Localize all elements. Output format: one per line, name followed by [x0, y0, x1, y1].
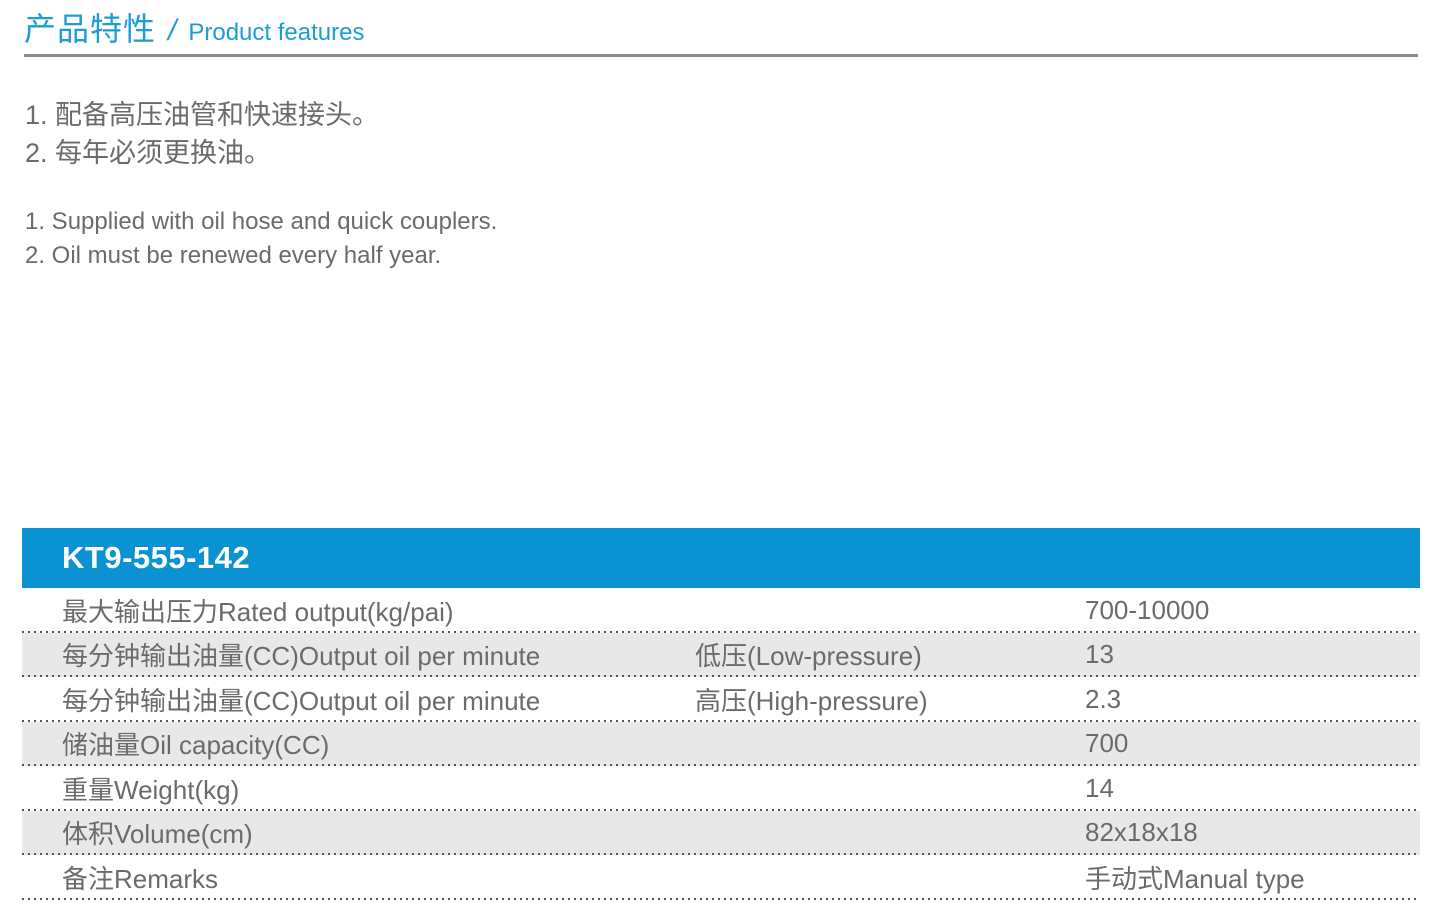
- row-value: 82x18x18: [1085, 817, 1198, 848]
- spec-table-body: 最大输出压力Rated output(kg/pai) 700-10000 每分钟输出…: [22, 588, 1420, 900]
- row-sub-label: 低压(Low-pressure): [695, 641, 922, 672]
- row-label: 每分钟输出油量(CC)Output oil per minute: [62, 685, 541, 716]
- page-title-separator: /: [168, 14, 177, 47]
- row-label: 备注Remarks: [62, 863, 219, 894]
- product-notes-english: 1. Supplied with oil hose and quick coup…: [25, 205, 497, 273]
- note-zh-1: 1. 配备高压油管和快速接头。: [25, 100, 380, 130]
- table-row: 每分钟输出油量(CC)Output oil per minute 低压(Low-p…: [22, 632, 1420, 677]
- row-label: 重量Weight(kg): [62, 774, 240, 805]
- table-row: 备注Remarks 手动式Manual type: [22, 855, 1420, 900]
- row-sub-label: 高压(High-pressure): [695, 685, 928, 716]
- note-en-2: 2. Oil must be renewed every half year.: [25, 242, 442, 269]
- note-en-1: 1. Supplied with oil hose and quick coup…: [25, 208, 498, 235]
- table-row: 储油量Oil capacity(CC) 700: [22, 721, 1420, 766]
- row-value: 700: [1085, 728, 1129, 759]
- product-notes-chinese: 1. 配备高压油管和快速接头。 2. 每年必须更换油。: [25, 96, 379, 172]
- row-label: 储油量Oil capacity(CC): [62, 730, 330, 761]
- row-value: 700-10000: [1085, 594, 1210, 625]
- row-label: 每分钟输出油量(CC)Output oil per minute: [62, 641, 541, 672]
- row-value: 2.3: [1085, 683, 1122, 714]
- model-number: KT9-555-142: [62, 540, 251, 575]
- row-value: 手动式Manual type: [1085, 863, 1305, 894]
- page-title-en: Product features: [188, 19, 365, 46]
- row-value: 14: [1085, 772, 1114, 803]
- spec-table-model-header: KT9-555-142: [22, 528, 1420, 588]
- row-label: 最大输出压力Rated output(kg/pai): [62, 596, 454, 627]
- note-zh-2: 2. 每年必须更换油。: [25, 138, 272, 168]
- page-title-zh: 产品特性: [24, 11, 157, 47]
- table-row: 最大输出压力Rated output(kg/pai) 700-10000: [22, 588, 1420, 633]
- header-divider: [24, 54, 1418, 57]
- row-label: 体积Volume(cm): [62, 819, 253, 850]
- row-value: 13: [1085, 639, 1114, 670]
- page-title: 产品特性 / Product features: [24, 4, 364, 50]
- table-row: 每分钟输出油量(CC)Output oil per minute 高压(High-…: [22, 677, 1420, 722]
- spec-table: KT9-555-142 最大输出压力Rated output(kg/pai) 70…: [22, 528, 1420, 900]
- table-row: 重量Weight(kg) 14: [22, 766, 1420, 811]
- table-row: 体积Volume(cm) 82x18x18: [22, 810, 1420, 855]
